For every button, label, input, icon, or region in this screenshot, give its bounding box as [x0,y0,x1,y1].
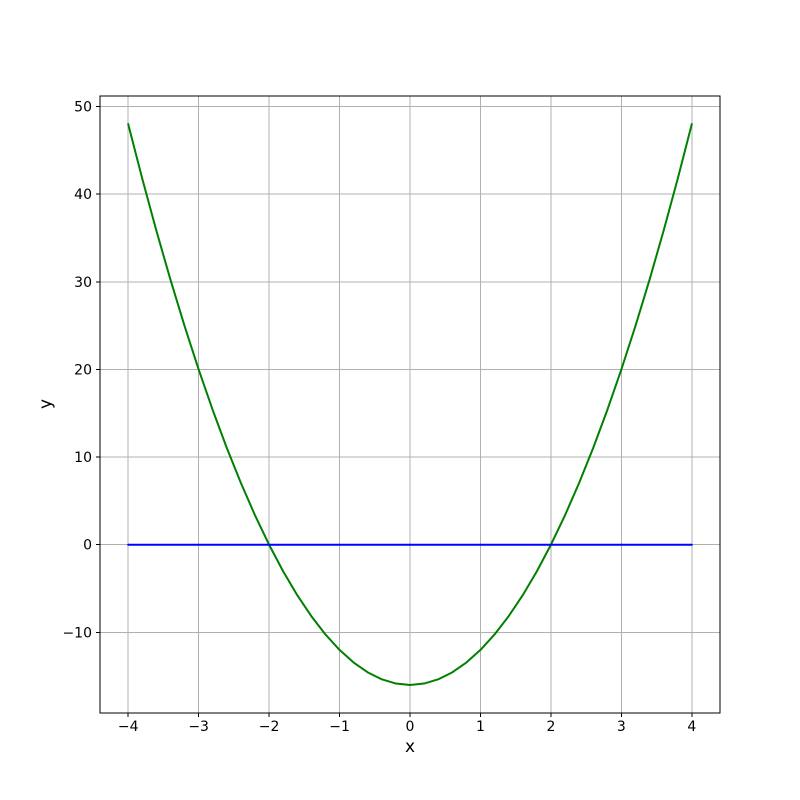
series-parabola-line [127,123,693,686]
y-tick-label: 10 [74,450,92,466]
y-tick-label: 40 [74,187,92,203]
y-tick-label: 30 [74,275,92,291]
x-tick-label: −4 [118,719,139,735]
y-tick-label: 20 [74,362,92,378]
x-tick-label: 3 [617,719,626,735]
y-tick-label: −10 [62,625,92,641]
x-tick-label: 4 [687,719,696,735]
y-tick-label: 50 [74,100,92,116]
x-tick-label: −2 [259,719,280,735]
y-tick-label: 0 [83,538,92,554]
y-axis-label: y [36,398,56,410]
x-tick-label: 2 [546,719,555,735]
x-tick-label: 1 [476,719,485,735]
x-tick-label: −3 [188,719,209,735]
x-tick-label: −1 [329,719,350,735]
x-axis-label: x [404,737,416,757]
x-tick-label: 0 [406,719,415,735]
